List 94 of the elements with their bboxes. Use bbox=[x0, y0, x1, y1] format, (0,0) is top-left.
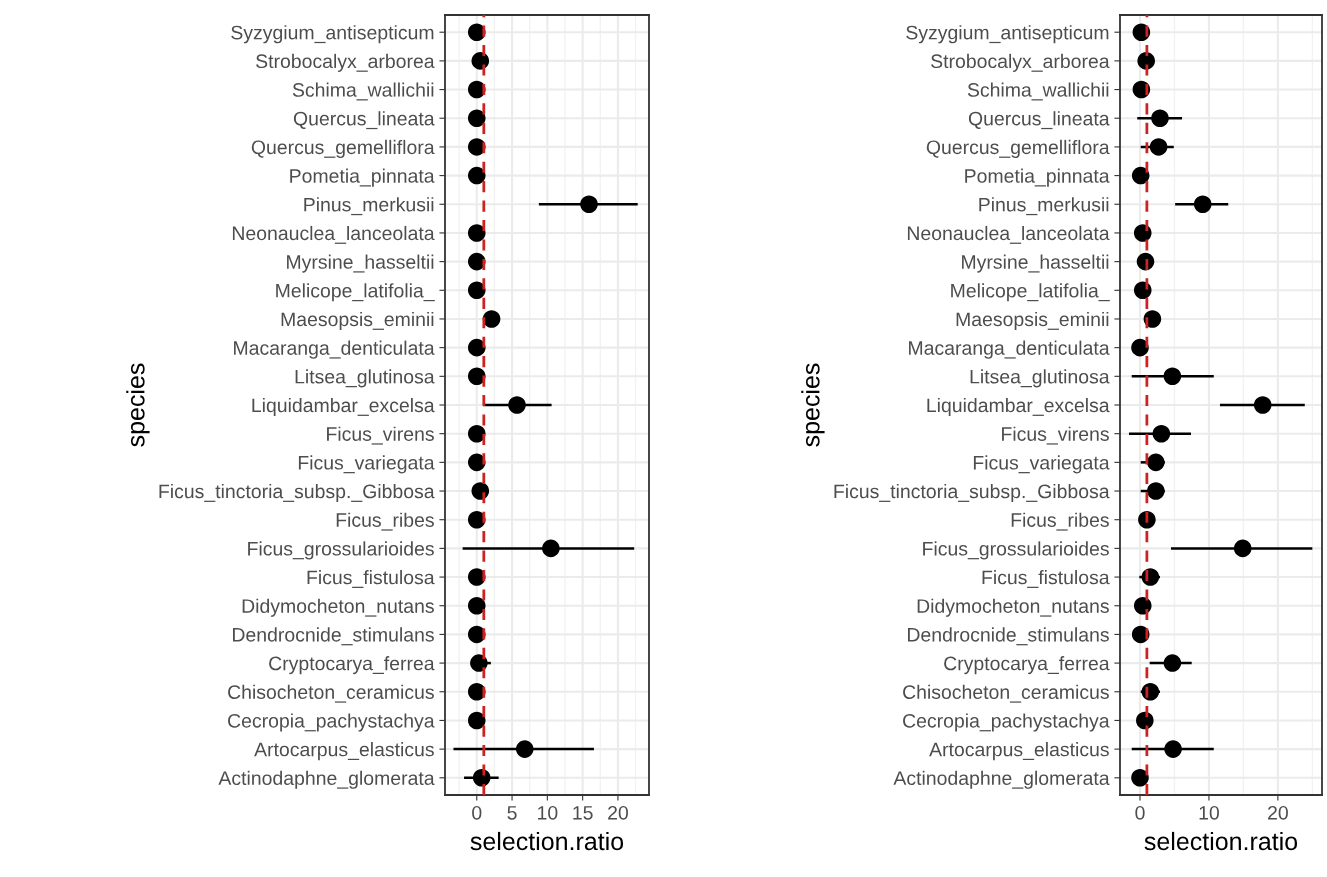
x-tick-label: 0 bbox=[1135, 805, 1145, 820]
point bbox=[467, 109, 486, 128]
y-tick-label: Quercus_gemelliflora bbox=[926, 139, 1110, 158]
point bbox=[482, 310, 501, 328]
point bbox=[508, 396, 526, 414]
point bbox=[515, 740, 534, 758]
y-tick-label: Ficus_grossularioides bbox=[923, 541, 1109, 560]
point bbox=[1147, 482, 1165, 500]
y-tick-label: Dendrocnide_stimulans bbox=[907, 627, 1109, 646]
x-tick-label: 10 bbox=[1199, 805, 1219, 820]
y-tick-label: Ficus_tinctoria_subsp._Gibbosa bbox=[159, 483, 435, 503]
y-tick-label: Neonauclea_lanceolata bbox=[907, 225, 1110, 244]
point bbox=[467, 281, 486, 300]
y-tick-label: Ficus_virens bbox=[1002, 426, 1109, 445]
y-tick-label: Ficus_grossularioides bbox=[248, 541, 434, 560]
y-tick-label: Actinodaphne_glomerata bbox=[893, 770, 1110, 789]
y-tick-label: Pometia_pinnata bbox=[290, 168, 435, 187]
point bbox=[542, 539, 560, 558]
x-tick-label: 20 bbox=[1268, 805, 1288, 820]
y-tick-label: Maesopsis_eminii bbox=[281, 311, 434, 331]
y-tick-label: Syzygium_antisepticum bbox=[906, 25, 1109, 44]
y-tick-label: Maesopsis_eminii bbox=[956, 311, 1109, 331]
y-tick-label: Liquidambar_excelsa bbox=[927, 397, 1110, 417]
x-tick-label: 20 bbox=[608, 805, 628, 820]
point bbox=[1147, 453, 1165, 472]
y-tick-label: Cecropia_pachystachya bbox=[228, 713, 435, 732]
y-tick-label: Ficus_ribes bbox=[1011, 512, 1109, 531]
point bbox=[467, 224, 486, 242]
y-tick-label: Melicope_latifolia_ bbox=[276, 283, 435, 302]
y-tick-label: Chisocheton_ceramicus bbox=[903, 684, 1109, 703]
y-tick-label: Schima_wallichii bbox=[292, 82, 434, 101]
y-tick-label: Pinus_merkusii bbox=[304, 197, 434, 216]
y-tick-label: Actinodaphne_glomerata bbox=[218, 770, 435, 789]
y-tick-label: Dendrocnide_stimulans bbox=[232, 627, 434, 646]
y-tick-label: Schima_wallichii bbox=[967, 82, 1109, 101]
x-tick-label: 5 bbox=[507, 806, 517, 820]
point bbox=[1253, 396, 1272, 414]
point bbox=[1193, 195, 1212, 214]
y-tick-label: Ficus_variegata bbox=[298, 455, 435, 474]
y-tick-label: Strobocalyx_arborea bbox=[256, 53, 435, 72]
y-tick-label: Ficus_virens bbox=[327, 426, 434, 445]
y-tick-label: Liquidambar_excelsa bbox=[252, 397, 435, 417]
y-tick-label: Ficus_ribes bbox=[336, 512, 434, 531]
point bbox=[467, 367, 486, 386]
y-tick-label: Myrsine_hasseltii bbox=[287, 254, 434, 273]
y-tick-label: Ficus_fistulosa bbox=[307, 570, 435, 588]
y-tick-label: Chisocheton_ceramicus bbox=[228, 684, 434, 703]
point bbox=[467, 711, 486, 730]
y-tick-label: Syzygium_antisepticum bbox=[231, 25, 434, 44]
y-tick-label: Ficus_fistulosa bbox=[982, 570, 1110, 588]
point bbox=[467, 596, 486, 615]
point bbox=[1163, 654, 1182, 672]
y-tick-label: Artocarpus_elasticus bbox=[929, 742, 1109, 761]
y-axis-title: species bbox=[801, 363, 825, 447]
point bbox=[467, 166, 486, 185]
y-tick-label: Ficus_variegata bbox=[973, 455, 1110, 474]
y-tick-label: Quercus_lineata bbox=[968, 111, 1110, 130]
point bbox=[1163, 367, 1182, 386]
y-tick-label: Litsea_glutinosa bbox=[295, 369, 435, 388]
x-tick-label: 0 bbox=[472, 805, 482, 820]
point bbox=[1149, 138, 1168, 156]
point bbox=[467, 338, 486, 357]
y-tick-label: Strobocalyx_arborea bbox=[931, 53, 1110, 72]
y-tick-label: Ficus_tinctoria_subsp._Gibbosa bbox=[834, 483, 1110, 503]
y-tick-label: Didymocheton_nutans bbox=[242, 598, 434, 617]
y-tick-label: Melicope_latifolia_ bbox=[951, 283, 1110, 302]
x-axis-title: selection.ratio bbox=[470, 831, 624, 851]
y-tick-label: Macaranga_denticulata bbox=[234, 340, 435, 359]
y-axis-title: species bbox=[126, 363, 150, 447]
y-tick-label: Litsea_glutinosa bbox=[970, 369, 1110, 388]
point bbox=[1152, 424, 1171, 443]
y-tick-label: Didymocheton_nutans bbox=[917, 598, 1109, 617]
point bbox=[580, 195, 598, 214]
point bbox=[467, 424, 486, 443]
y-tick-label: Artocarpus_elasticus bbox=[254, 742, 434, 761]
y-tick-label: Pinus_merkusii bbox=[979, 197, 1109, 216]
x-tick-label: 10 bbox=[538, 805, 558, 820]
point bbox=[1151, 109, 1169, 128]
point bbox=[1131, 338, 1149, 357]
x-tick-label: 15 bbox=[573, 806, 593, 820]
x-axis-title: selection.ratio bbox=[1144, 831, 1298, 851]
y-tick-label: Macaranga_denticulata bbox=[909, 340, 1110, 359]
y-tick-label: Cecropia_pachystachya bbox=[903, 713, 1110, 732]
y-tick-label: Quercus_gemelliflora bbox=[251, 139, 435, 158]
y-tick-label: Pometia_pinnata bbox=[965, 168, 1110, 187]
point bbox=[1164, 740, 1182, 758]
y-tick-label: Neonauclea_lanceolata bbox=[232, 225, 435, 244]
y-tick-label: Quercus_lineata bbox=[293, 111, 435, 130]
point bbox=[1131, 166, 1150, 185]
point bbox=[1233, 539, 1252, 558]
point bbox=[1131, 769, 1149, 787]
y-tick-label: Cryptocarya_ferrea bbox=[944, 656, 1110, 675]
y-tick-label: Cryptocarya_ferrea bbox=[269, 656, 435, 675]
y-tick-label: Myrsine_hasseltii bbox=[962, 254, 1109, 273]
